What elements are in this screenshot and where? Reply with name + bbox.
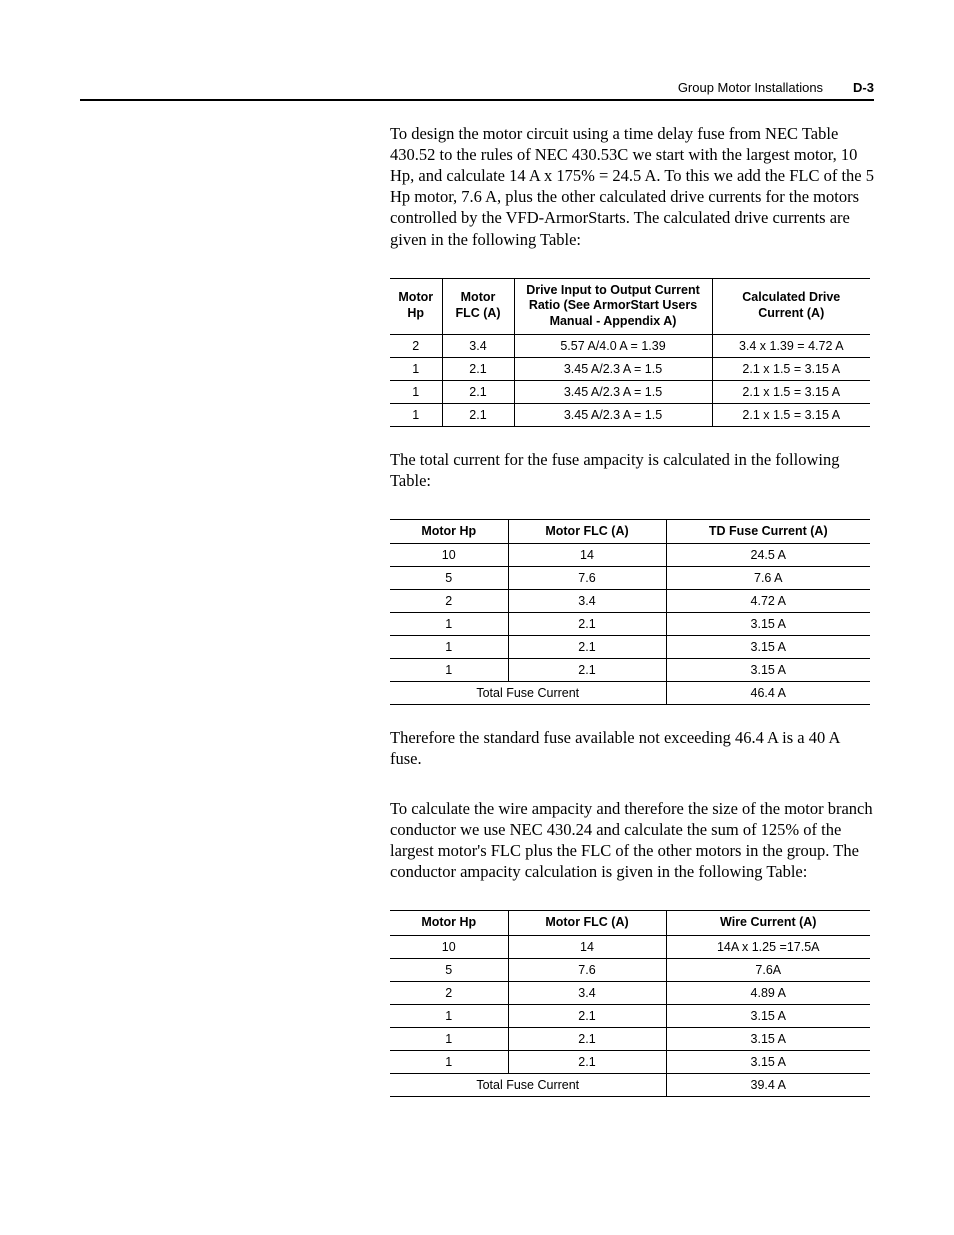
table-row: 1 2.1 3.45 A/2.3 A = 1.5 2.1 x 1.5 = 3.1… xyxy=(390,357,870,380)
cell: 2.1 x 1.5 = 3.15 A xyxy=(712,403,870,426)
paragraph-4: To calculate the wire ampacity and there… xyxy=(390,798,874,882)
cell: 1 xyxy=(390,403,442,426)
cell: 2.1 xyxy=(508,613,666,636)
cell: 1 xyxy=(390,636,508,659)
paragraph-3: Therefore the standard fuse available no… xyxy=(390,727,874,769)
header-page-number: D-3 xyxy=(853,80,874,95)
cell: 5.57 A/4.0 A = 1.39 xyxy=(514,334,712,357)
t3-header-hp: Motor Hp xyxy=(390,911,508,936)
t1-header-hp: Motor Hp xyxy=(390,278,442,334)
cell: 14A x 1.25 =17.5A xyxy=(666,935,870,958)
cell: 3.45 A/2.3 A = 1.5 xyxy=(514,357,712,380)
table-row: 1 2.1 3.45 A/2.3 A = 1.5 2.1 x 1.5 = 3.1… xyxy=(390,403,870,426)
drive-current-table: Motor Hp Motor FLC (A) Drive Input to Ou… xyxy=(390,278,870,427)
table-row: 5 7.6 7.6A xyxy=(390,958,870,981)
cell: 5 xyxy=(390,567,508,590)
cell: 3.45 A/2.3 A = 1.5 xyxy=(514,380,712,403)
table-row: 2 3.4 5.57 A/4.0 A = 1.39 3.4 x 1.39 = 4… xyxy=(390,334,870,357)
cell: 1 xyxy=(390,1004,508,1027)
table-row: 1 2.1 3.45 A/2.3 A = 1.5 2.1 x 1.5 = 3.1… xyxy=(390,380,870,403)
cell: 5 xyxy=(390,958,508,981)
cell: 4.89 A xyxy=(666,981,870,1004)
table-row: 1 2.1 3.15 A xyxy=(390,1050,870,1073)
cell: 2.1 x 1.5 = 3.15 A xyxy=(712,357,870,380)
cell: 10 xyxy=(390,935,508,958)
cell: 7.6 xyxy=(508,958,666,981)
cell: 3.4 xyxy=(442,334,514,357)
cell: 1 xyxy=(390,1027,508,1050)
table-row: 10 14 14A x 1.25 =17.5A xyxy=(390,935,870,958)
header-section: Group Motor Installations xyxy=(678,80,823,95)
cell: 2.1 xyxy=(442,357,514,380)
cell: 2 xyxy=(390,334,442,357)
cell: 3.15 A xyxy=(666,613,870,636)
cell: 7.6 A xyxy=(666,567,870,590)
t1-header-flc: Motor FLC (A) xyxy=(442,278,514,334)
cell: 3.15 A xyxy=(666,1050,870,1073)
table-row: 1 2.1 3.15 A xyxy=(390,1004,870,1027)
table-row: 1 2.1 3.15 A xyxy=(390,613,870,636)
cell: 14 xyxy=(508,544,666,567)
table-row: 10 14 24.5 A xyxy=(390,544,870,567)
cell: 2.1 xyxy=(508,1027,666,1050)
cell: 3.15 A xyxy=(666,659,870,682)
cell: 3.15 A xyxy=(666,636,870,659)
cell: 1 xyxy=(390,1050,508,1073)
cell: 1 xyxy=(390,380,442,403)
total-label: Total Fuse Current xyxy=(390,682,666,705)
cell: 3.15 A xyxy=(666,1027,870,1050)
fuse-current-table: Motor Hp Motor FLC (A) TD Fuse Current (… xyxy=(390,519,870,706)
cell: 7.6A xyxy=(666,958,870,981)
cell: 2.1 xyxy=(508,659,666,682)
cell: 3.4 xyxy=(508,981,666,1004)
cell: 24.5 A xyxy=(666,544,870,567)
cell: 1 xyxy=(390,613,508,636)
paragraph-1: To design the motor circuit using a time… xyxy=(390,123,874,250)
cell: 7.6 xyxy=(508,567,666,590)
cell: 3.15 A xyxy=(666,1004,870,1027)
t1-header-ratio: Drive Input to Output Current Ratio (See… xyxy=(514,278,712,334)
table-row: 5 7.6 7.6 A xyxy=(390,567,870,590)
cell: 2 xyxy=(390,590,508,613)
table-row: 1 2.1 3.15 A xyxy=(390,1027,870,1050)
table-row: 2 3.4 4.89 A xyxy=(390,981,870,1004)
total-value: 46.4 A xyxy=(666,682,870,705)
paragraph-2: The total current for the fuse ampacity … xyxy=(390,449,874,491)
page-content: To design the motor circuit using a time… xyxy=(390,123,874,1097)
t2-header-hp: Motor Hp xyxy=(390,519,508,544)
cell: 1 xyxy=(390,659,508,682)
cell: 2.1 xyxy=(508,1004,666,1027)
cell: 14 xyxy=(508,935,666,958)
cell: 3.4 x 1.39 = 4.72 A xyxy=(712,334,870,357)
cell: 3.4 xyxy=(508,590,666,613)
table-total-row: Total Fuse Current 46.4 A xyxy=(390,682,870,705)
cell: 1 xyxy=(390,357,442,380)
cell: 2.1 xyxy=(508,636,666,659)
cell: 3.45 A/2.3 A = 1.5 xyxy=(514,403,712,426)
table-total-row: Total Fuse Current 39.4 A xyxy=(390,1073,870,1096)
page-header: Group Motor Installations D-3 xyxy=(80,80,874,101)
t3-header-flc: Motor FLC (A) xyxy=(508,911,666,936)
total-value: 39.4 A xyxy=(666,1073,870,1096)
t1-header-calc: Calculated Drive Current (A) xyxy=(712,278,870,334)
total-label: Total Fuse Current xyxy=(390,1073,666,1096)
table-row: 1 2.1 3.15 A xyxy=(390,636,870,659)
table-row: 2 3.4 4.72 A xyxy=(390,590,870,613)
cell: 2 xyxy=(390,981,508,1004)
wire-current-table: Motor Hp Motor FLC (A) Wire Current (A) … xyxy=(390,910,870,1097)
cell: 10 xyxy=(390,544,508,567)
cell: 4.72 A xyxy=(666,590,870,613)
t2-header-flc: Motor FLC (A) xyxy=(508,519,666,544)
t3-header-wire: Wire Current (A) xyxy=(666,911,870,936)
t2-header-fuse: TD Fuse Current (A) xyxy=(666,519,870,544)
cell: 2.1 xyxy=(442,403,514,426)
cell: 2.1 xyxy=(442,380,514,403)
table-row: 1 2.1 3.15 A xyxy=(390,659,870,682)
cell: 2.1 xyxy=(508,1050,666,1073)
cell: 2.1 x 1.5 = 3.15 A xyxy=(712,380,870,403)
